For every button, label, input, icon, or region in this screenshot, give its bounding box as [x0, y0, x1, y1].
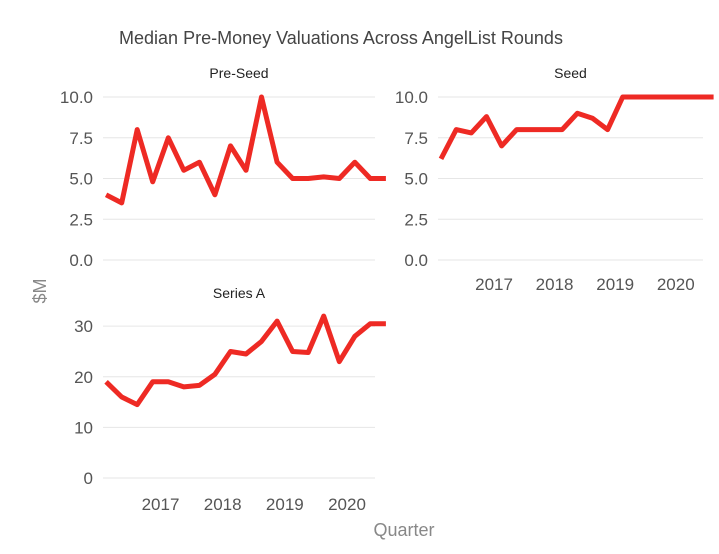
y-tick-label: 30	[74, 317, 93, 336]
data-point	[104, 192, 109, 197]
data-point	[135, 402, 140, 407]
data-point	[275, 319, 280, 324]
panel-title: Seed	[554, 65, 587, 81]
x-tick-label: 2017	[475, 275, 513, 294]
y-tick-label: 5.0	[69, 170, 93, 189]
data-point	[337, 176, 342, 181]
series-line	[104, 94, 386, 206]
data-point	[696, 95, 701, 100]
data-point	[181, 384, 186, 389]
data-point	[150, 379, 155, 384]
y-axis-title: $M	[30, 278, 50, 303]
data-point	[651, 95, 656, 100]
data-point	[514, 127, 519, 132]
data-point	[368, 321, 373, 326]
data-point	[290, 349, 295, 354]
data-point	[469, 130, 474, 135]
y-tick-label: 0.0	[404, 251, 428, 270]
chart-title: Median Pre-Money Valuations Across Angel…	[119, 28, 563, 48]
data-point	[484, 114, 489, 119]
x-tick-label: 2019	[266, 495, 304, 514]
data-point	[306, 176, 311, 181]
x-tick-label: 2020	[328, 495, 366, 514]
data-point	[439, 156, 444, 161]
y-tick-label: 0	[84, 469, 93, 488]
y-tick-label: 10.0	[395, 88, 428, 107]
data-point	[212, 192, 217, 197]
y-tick-label: 10	[74, 418, 93, 437]
data-point	[635, 95, 640, 100]
data-point	[243, 352, 248, 357]
data-point	[243, 168, 248, 173]
panels: Pre-Seed 0.0 2.5 5.0 7.5 10.0 Seed 0.0 2.5 5.0 7.5…	[60, 65, 716, 514]
data-point	[620, 95, 625, 100]
data-point	[150, 179, 155, 184]
x-axis-title: Quarter	[373, 520, 434, 540]
x-tick-label: 2017	[142, 495, 180, 514]
data-point	[290, 176, 295, 181]
data-point	[259, 339, 264, 344]
data-point	[605, 127, 610, 132]
x-tick-label: 2018	[204, 495, 242, 514]
panel-series-a: Series A 0 10 20 30 2017 2018 2019 2020	[74, 285, 388, 514]
data-point	[383, 176, 388, 181]
data-point	[711, 95, 716, 100]
data-point	[352, 334, 357, 339]
y-tick-label: 2.5	[69, 210, 93, 229]
data-point	[259, 95, 264, 100]
data-point	[560, 127, 565, 132]
data-point	[681, 95, 686, 100]
data-point	[368, 176, 373, 181]
data-point	[228, 349, 233, 354]
series-line	[438, 94, 714, 161]
series-line	[104, 313, 386, 408]
data-point	[575, 111, 580, 116]
y-tick-label: 7.5	[69, 129, 93, 148]
y-tick-label: 10.0	[60, 88, 93, 107]
panel-title: Pre-Seed	[209, 65, 268, 81]
panel-seed: Seed 0.0 2.5 5.0 7.5 10.0 2017 2018 2019 2020	[395, 65, 716, 294]
y-tick-label: 7.5	[404, 129, 428, 148]
data-point	[212, 372, 217, 377]
data-point	[383, 321, 388, 326]
data-point	[181, 168, 186, 173]
data-point	[352, 160, 357, 165]
data-point	[499, 143, 504, 148]
x-tick-label: 2019	[596, 275, 634, 294]
data-point	[197, 160, 202, 165]
data-point	[197, 383, 202, 388]
y-tick-label: 5.0	[404, 170, 428, 189]
y-tick-label: 20	[74, 368, 93, 387]
data-point	[119, 395, 124, 400]
data-point	[590, 116, 595, 121]
y-tick-label: 0.0	[69, 251, 93, 270]
data-point	[166, 135, 171, 140]
data-point	[228, 143, 233, 148]
x-tick-label: 2020	[657, 275, 695, 294]
data-point	[321, 314, 326, 319]
data-point	[337, 359, 342, 364]
data-point	[529, 127, 534, 132]
data-point	[306, 350, 311, 355]
data-point	[666, 95, 671, 100]
data-point	[104, 379, 109, 384]
data-point	[119, 200, 124, 205]
data-point	[135, 127, 140, 132]
data-point	[545, 127, 550, 132]
panel-pre-seed: Pre-Seed 0.0 2.5 5.0 7.5 10.0	[60, 65, 388, 270]
x-tick-label: 2018	[536, 275, 574, 294]
data-point	[275, 160, 280, 165]
panel-title: Series A	[213, 285, 266, 301]
data-point	[454, 127, 459, 132]
y-tick-label: 2.5	[404, 210, 428, 229]
data-point	[321, 174, 326, 179]
data-point	[166, 379, 171, 384]
